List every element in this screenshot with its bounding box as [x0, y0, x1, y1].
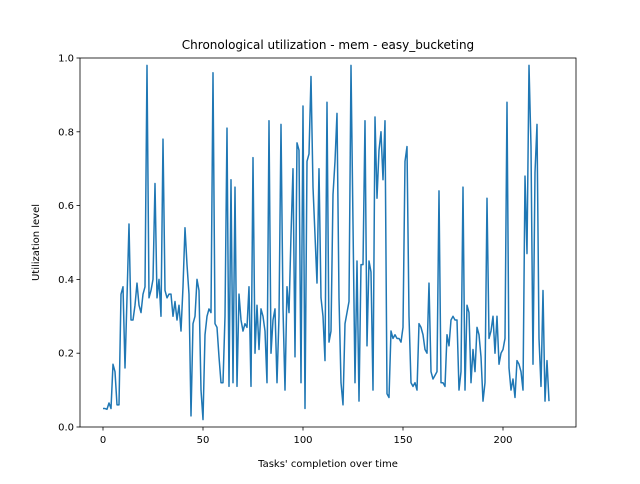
y-tick-label: 0.8 [58, 127, 74, 138]
y-axis-label: Utilization level [31, 204, 42, 281]
x-tick-label: 50 [197, 435, 210, 446]
y-tick-label: 0.2 [58, 349, 74, 360]
plot-frame [79, 57, 577, 428]
x-tick-label: 150 [393, 435, 412, 446]
chart-title: Chronological utilization - mem - easy_b… [182, 38, 474, 52]
y-tick-label: 0.6 [58, 201, 74, 212]
x-tick-label: 100 [293, 435, 312, 446]
x-axis-label: Tasks' completion over time [257, 459, 398, 470]
x-tick-label: 200 [493, 435, 512, 446]
y-tick-label: 0.4 [58, 275, 74, 286]
x-tick-label: 0 [100, 435, 106, 446]
y-tick-label: 1.0 [58, 54, 74, 65]
data-line [103, 64, 550, 421]
y-tick-label: 0.0 [58, 423, 74, 434]
